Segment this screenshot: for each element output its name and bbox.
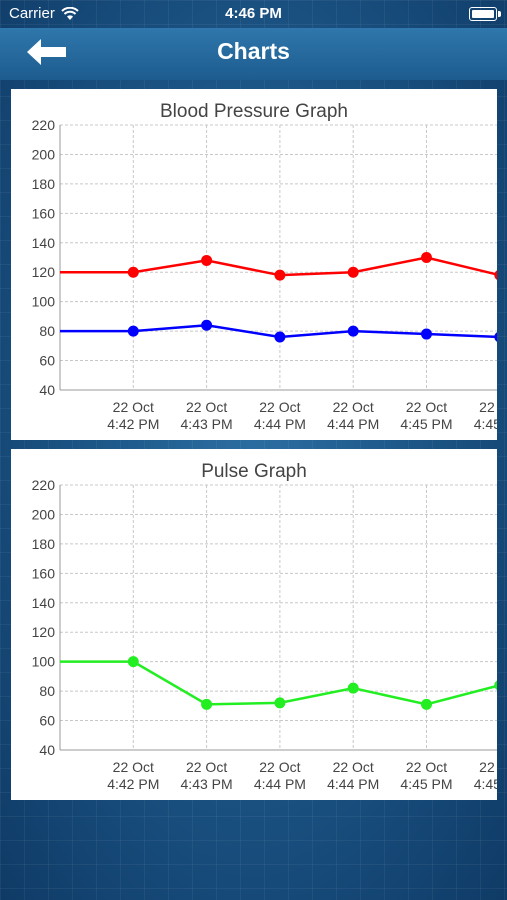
y-tick-label: 120 (32, 264, 56, 280)
data-point (274, 331, 286, 343)
y-tick-label: 100 (32, 294, 56, 310)
y-tick-label: 160 (32, 565, 56, 581)
data-point (421, 252, 432, 263)
data-point (347, 325, 359, 337)
chart-title: Blood Pressure Graph (160, 101, 348, 122)
carrier-label: Carrier (9, 5, 55, 22)
y-tick-label: 140 (32, 235, 56, 251)
data-point (421, 698, 432, 710)
y-tick-label: 80 (39, 323, 55, 339)
data-point (127, 656, 139, 668)
wifi-icon (61, 6, 79, 20)
data-point (347, 682, 359, 694)
y-tick-label: 60 (39, 713, 55, 729)
page-title: Charts (217, 38, 290, 64)
data-point (127, 266, 139, 278)
data-point (494, 270, 497, 280)
x-tick-label: 22 Oct 4:44 PM (327, 399, 379, 432)
x-tick-label: 22 Oct 4:44 PM (254, 399, 306, 432)
y-tick-label: 220 (32, 477, 56, 493)
y-tick-label: 140 (32, 595, 56, 611)
y-tick-label: 200 (32, 146, 56, 162)
status-left: Carrier (9, 5, 79, 22)
x-tick-label: 22 Oct 4:42 PM (107, 399, 159, 432)
x-tick-label: 22 Oct 4:42 PM (107, 759, 159, 792)
x-tick-label: 22 Oct 4:44 PM (327, 759, 379, 792)
y-tick-label: 40 (39, 742, 55, 758)
pulse-chart-svg: Pulse Graph 40 60 80 100 120 140 160 180 200 220 22… (32, 461, 497, 792)
y-tick-label: 40 (39, 382, 55, 398)
chart-title: Pulse Graph (201, 461, 307, 482)
battery-icon (469, 7, 501, 21)
data-point (274, 269, 286, 281)
data-point (201, 254, 213, 266)
y-tick-label: 220 (32, 117, 56, 133)
y-tick-label: 200 (32, 506, 56, 522)
data-point (421, 328, 432, 340)
data-point (274, 697, 286, 709)
data-point (494, 332, 497, 342)
y-tick-label: 160 (32, 205, 56, 221)
y-tick-label: 100 (32, 654, 56, 670)
back-button[interactable] (24, 36, 72, 68)
back-arrow-icon (27, 39, 66, 65)
y-tick-label: 60 (39, 353, 55, 369)
blood-pressure-chart-svg: Blood Pressure Graph 40 60 80 100 120 140 160 18… (32, 101, 497, 432)
x-tick-label: 22 Oct 4:43 PM (181, 399, 233, 432)
pulse-chart: Pulse Graph 40 60 80 100 120 140 160 180 200 220 22… (11, 449, 497, 800)
status-time: 4:46 PM (225, 5, 282, 22)
data-point (127, 325, 139, 337)
blood-pressure-chart: Blood Pressure Graph 40 60 80 100 120 140 160 18… (11, 89, 497, 440)
x-tick-label: 22 Oct 4:44 PM (254, 759, 306, 792)
y-tick-label: 120 (32, 624, 56, 640)
nav-bar: Charts (0, 28, 507, 80)
x-tick-label: 22 Oct 4:43 PM (181, 759, 233, 792)
y-tick-label: 80 (39, 683, 55, 699)
data-point (347, 266, 359, 278)
status-bar: Carrier 4:46 PM (0, 0, 507, 28)
data-point (201, 319, 213, 331)
data-point (494, 680, 497, 690)
data-point (201, 698, 213, 710)
y-tick-label: 180 (32, 176, 56, 192)
y-tick-label: 180 (32, 536, 56, 552)
